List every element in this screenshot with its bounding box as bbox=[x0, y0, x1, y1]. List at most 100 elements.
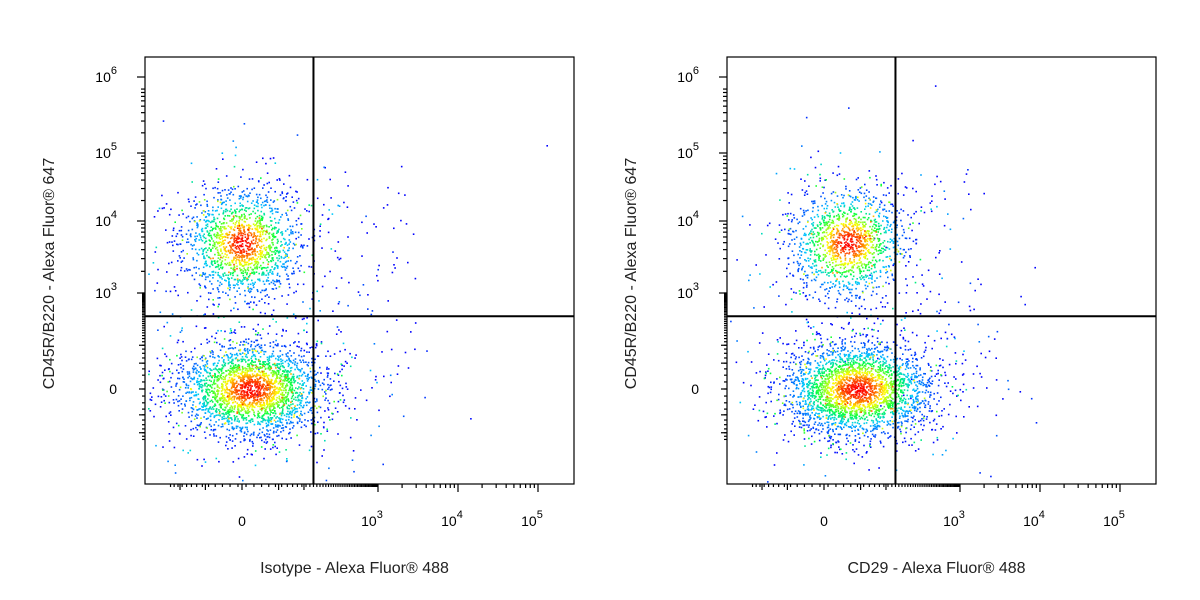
event-dot bbox=[214, 395, 217, 397]
event-dot bbox=[234, 214, 237, 217]
event-dot bbox=[818, 345, 821, 347]
event-dot bbox=[221, 387, 224, 390]
event-dot bbox=[278, 381, 281, 384]
event-dot bbox=[279, 401, 282, 403]
event-dot bbox=[269, 385, 272, 388]
event-dot bbox=[238, 229, 240, 232]
event-dot bbox=[218, 242, 220, 244]
event-dot bbox=[290, 373, 292, 375]
event-dot bbox=[229, 284, 231, 286]
event-dot bbox=[238, 349, 240, 352]
event-dot bbox=[228, 394, 231, 397]
event-dot bbox=[199, 358, 202, 360]
event-dot bbox=[223, 242, 225, 245]
event-dot bbox=[208, 214, 210, 217]
event-dot bbox=[845, 443, 848, 446]
event-dot bbox=[246, 242, 248, 244]
event-dot bbox=[246, 383, 248, 385]
event-dot bbox=[212, 277, 214, 279]
event-dot bbox=[239, 267, 241, 270]
event-dot bbox=[289, 386, 291, 388]
event-dot bbox=[314, 401, 317, 403]
event-dot bbox=[191, 414, 193, 417]
event-dot bbox=[213, 362, 216, 365]
event-dot bbox=[253, 393, 256, 396]
event-dot bbox=[228, 249, 230, 252]
event-dot bbox=[298, 386, 300, 388]
event-dot bbox=[249, 395, 252, 397]
event-dot bbox=[286, 303, 288, 305]
event-dot bbox=[249, 378, 252, 381]
event-dot bbox=[239, 280, 242, 282]
event-dot bbox=[206, 249, 209, 251]
event-dot bbox=[227, 419, 229, 421]
event-dot bbox=[233, 419, 236, 422]
event-dot bbox=[282, 429, 285, 432]
event-dot bbox=[284, 269, 287, 271]
event-dot bbox=[186, 371, 189, 373]
event-dot bbox=[253, 271, 255, 273]
event-dot bbox=[205, 361, 208, 363]
event-dot bbox=[176, 233, 179, 235]
event-dot bbox=[957, 301, 960, 304]
event-dot bbox=[295, 391, 298, 394]
x-axis: 0 103 104 105 bbox=[169, 484, 543, 529]
event-dot bbox=[944, 382, 946, 384]
event-dot bbox=[947, 382, 949, 384]
event-dot bbox=[214, 428, 217, 431]
event-dot bbox=[241, 352, 244, 354]
event-dot bbox=[241, 218, 243, 221]
event-dot bbox=[192, 216, 195, 219]
event-dot bbox=[847, 440, 849, 442]
event-dot bbox=[183, 257, 185, 259]
event-dot bbox=[240, 271, 243, 274]
event-dot bbox=[270, 356, 273, 358]
event-dot bbox=[286, 359, 288, 362]
event-dot bbox=[285, 391, 287, 394]
event-dot bbox=[233, 391, 236, 394]
event-dot bbox=[265, 385, 267, 387]
event-dot bbox=[299, 401, 302, 404]
event-dot bbox=[262, 157, 264, 160]
event-dot bbox=[263, 273, 265, 276]
event-dot bbox=[220, 223, 223, 225]
event-dot bbox=[293, 389, 296, 392]
event-dot bbox=[228, 395, 231, 398]
event-dot bbox=[272, 238, 274, 240]
event-dot bbox=[217, 206, 219, 208]
event-dot bbox=[266, 403, 269, 406]
event-dot bbox=[296, 260, 298, 263]
event-dot bbox=[246, 195, 249, 198]
event-dot bbox=[259, 219, 262, 221]
event-dot bbox=[255, 228, 257, 231]
event-dot bbox=[213, 304, 215, 306]
event-dot bbox=[273, 200, 276, 202]
event-dot bbox=[267, 363, 270, 366]
event-dot bbox=[165, 229, 167, 231]
event-dot bbox=[831, 341, 834, 343]
event-dot bbox=[315, 373, 317, 376]
event-dot bbox=[209, 280, 211, 283]
event-dot bbox=[224, 189, 226, 191]
event-dot bbox=[236, 256, 239, 258]
event-dot bbox=[166, 321, 169, 324]
event-dot bbox=[232, 140, 235, 142]
event-dot bbox=[316, 197, 319, 200]
event-dot bbox=[244, 359, 246, 361]
event-dot bbox=[259, 408, 262, 411]
event-dot bbox=[247, 283, 250, 286]
event-dot bbox=[810, 428, 812, 430]
event-dot bbox=[215, 365, 218, 367]
event-dot bbox=[288, 389, 290, 392]
event-dot bbox=[204, 399, 207, 401]
event-dot bbox=[389, 374, 392, 377]
event-dot bbox=[276, 396, 278, 399]
event-dot bbox=[218, 268, 220, 270]
event-dot bbox=[792, 361, 795, 364]
event-dot bbox=[204, 357, 207, 360]
event-dot bbox=[194, 220, 196, 223]
event-dot bbox=[217, 379, 219, 382]
event-dot bbox=[187, 291, 189, 294]
event-dot bbox=[257, 389, 259, 391]
event-dot bbox=[216, 378, 219, 380]
